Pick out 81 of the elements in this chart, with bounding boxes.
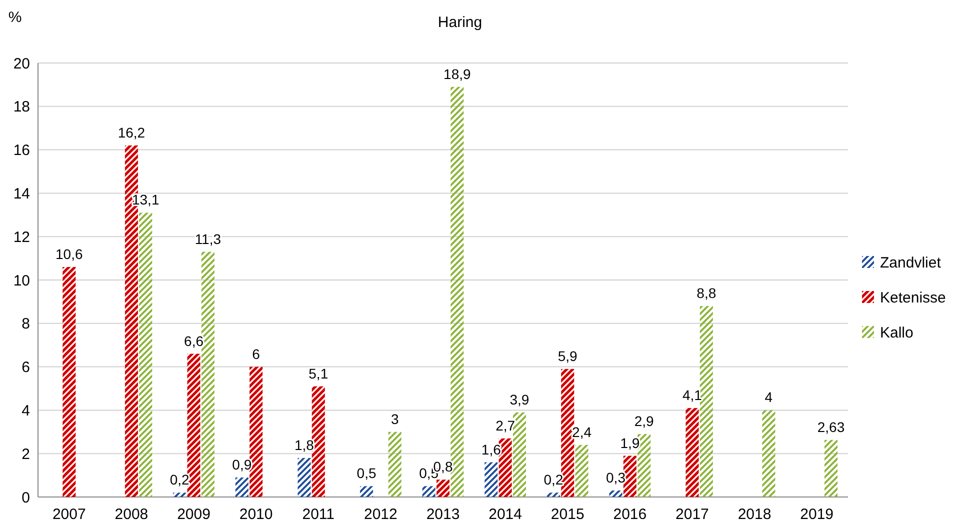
data-label: 18,9 [444,66,471,82]
y-tick-label: 6 [22,359,30,376]
y-tick-label: 16 [13,142,30,160]
bar [561,368,574,497]
data-label: 0,3 [606,469,626,486]
bar [484,462,498,497]
bar [422,486,436,497]
bar [546,492,560,497]
bar [388,432,402,497]
bar [498,438,512,497]
data-label: 5,9 [558,348,578,364]
data-label: 4 [764,389,773,406]
bar [173,492,186,497]
bar [187,354,200,497]
data-label: 0,2 [544,472,564,488]
y-tick-label: 12 [13,228,30,246]
data-label: 2,63 [817,418,845,435]
x-tick-label: 2009 [177,506,210,523]
x-tick-label: 2007 [52,506,86,523]
bar [686,408,699,497]
y-tick-label: 10 [13,272,30,290]
y-tick-label: 20 [13,55,30,72]
bar [360,486,374,497]
data-label: 2,7 [496,417,516,434]
bar [450,86,464,497]
bar [139,212,152,497]
bar [638,434,651,497]
data-label: 2,9 [634,413,654,430]
data-label: 6,6 [184,332,204,349]
bar [623,456,636,497]
x-tick-label: 2013 [426,506,460,523]
data-label: 3,9 [510,391,530,408]
x-tick-label: 2011 [302,506,335,523]
y-tick-label: 0 [22,489,30,506]
data-label: 0,2 [170,472,190,488]
x-tick-label: 2016 [613,506,647,523]
bar [512,412,526,497]
data-label: 5,1 [308,365,328,382]
x-tick-label: 2015 [550,506,584,523]
data-label: 8,8 [696,285,716,302]
bar [700,306,713,497]
x-tick-label: 2019 [800,506,834,523]
x-tick-label: 2010 [239,506,273,523]
data-label: 1,9 [620,434,640,451]
data-label: 1,8 [294,436,314,453]
y-tick-label: 14 [13,185,30,202]
data-label: 0,9 [232,456,252,472]
data-label: 2,4 [572,424,592,440]
bar [436,480,450,497]
bar [824,440,838,497]
y-tick-label: 2 [22,446,30,463]
bar [609,490,622,497]
bar [762,410,776,497]
bar [201,252,214,497]
x-tick-label: 2012 [364,506,398,523]
data-label: 6 [252,346,260,362]
y-tick-label: 4 [22,402,30,420]
bar [250,366,263,497]
data-label: 0,5 [356,465,376,482]
y-tick-label: 18 [13,98,30,116]
bar [62,266,76,497]
bar [575,444,588,497]
x-tick-label: 2014 [488,506,522,523]
x-tick-label: 2018 [738,506,772,523]
data-label: 10,6 [56,246,83,262]
legend-label: Ketenisse [880,289,946,306]
y-axis-title: % [8,9,22,26]
data-label: 11,3 [194,230,222,247]
data-label: 1,6 [481,441,502,458]
data-label: 16,2 [118,124,146,140]
data-label: 3 [390,410,399,427]
bar [235,477,248,497]
x-tick-label: 2008 [114,506,148,523]
legend-label: Zandvliet [880,254,942,272]
chart-title: Haring [438,14,482,31]
y-tick-label: 8 [22,316,30,333]
bar [298,458,311,497]
x-tick-label: 2017 [676,506,709,523]
legend-label: Kallo [880,324,914,342]
data-label: 4,1 [682,387,702,404]
bar [312,386,325,497]
